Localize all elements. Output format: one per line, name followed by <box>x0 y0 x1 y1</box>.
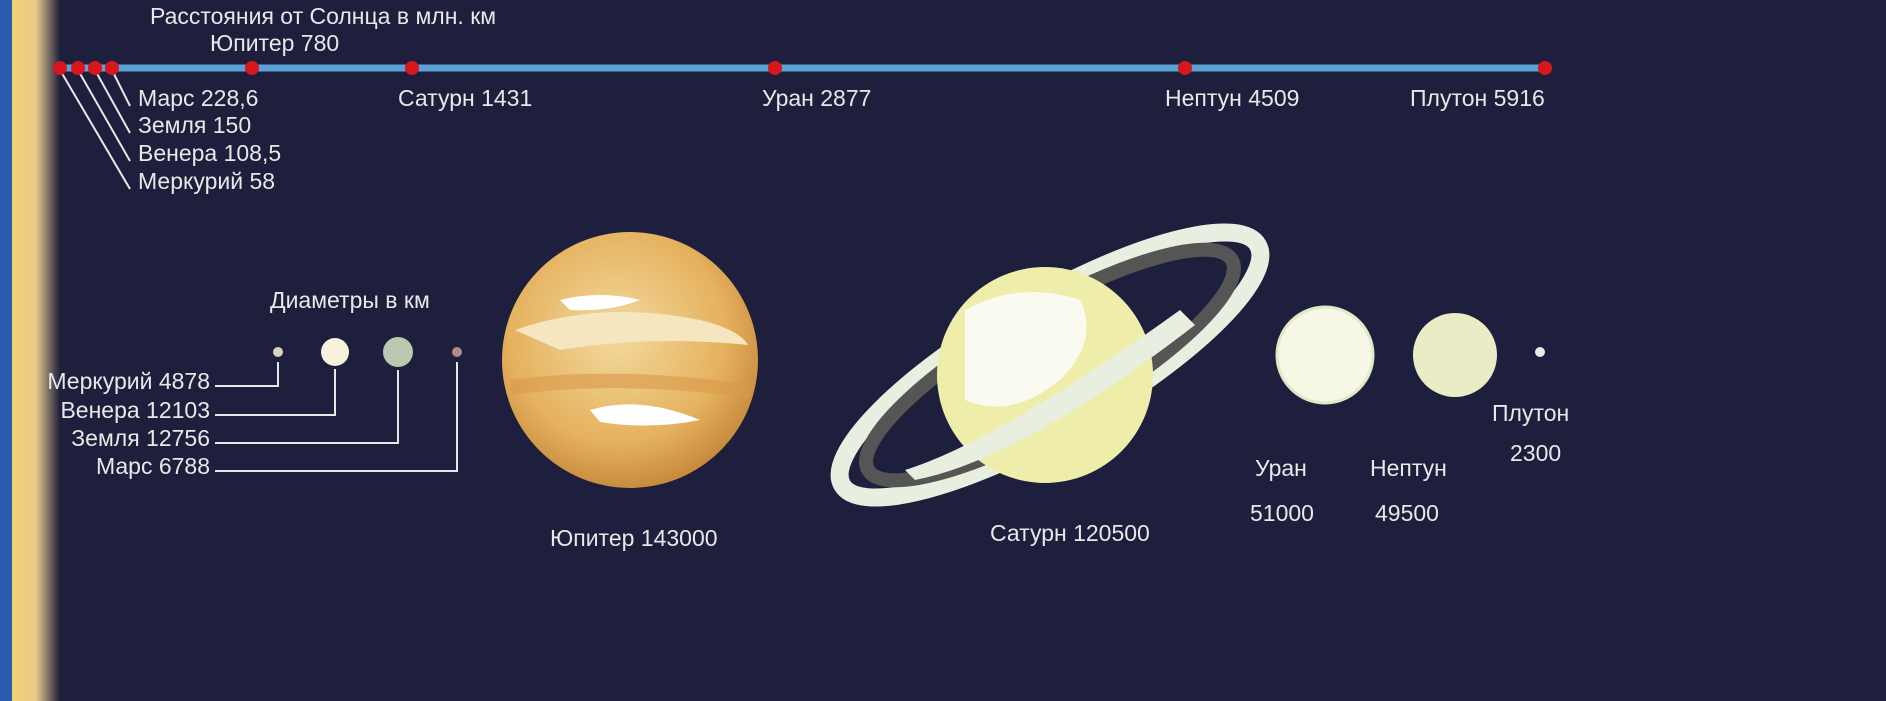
pluto-value: 2300 <box>1510 440 1561 466</box>
distance-label: Земля 150 <box>138 112 251 138</box>
diameters-title: Диаметры в км <box>270 287 430 313</box>
saturn-label: Сатурн 120500 <box>990 520 1150 546</box>
neptune-value: 49500 <box>1375 500 1439 526</box>
neptune-name: Нептун <box>1370 455 1447 481</box>
planet-marker <box>71 61 85 75</box>
uranus-value: 51000 <box>1250 500 1314 526</box>
distance-label: Уран 2877 <box>762 85 871 111</box>
pluto-name: Плутон <box>1492 400 1569 426</box>
mercury <box>273 347 283 357</box>
distance-label: Венера 108,5 <box>138 140 281 166</box>
distances-title: Расстояния от Солнца в млн. км <box>150 3 496 29</box>
planet-marker <box>405 61 419 75</box>
planet-marker <box>1178 61 1192 75</box>
planet-marker <box>768 61 782 75</box>
distance-label: Нептун 4509 <box>1165 85 1299 111</box>
planet-marker <box>245 61 259 75</box>
distance-label: Плутон 5916 <box>1410 85 1545 111</box>
jupiter <box>502 232 758 488</box>
infographic: Расстояния от Солнца в млн. км Меркурий … <box>0 0 1886 701</box>
planet-marker <box>53 61 67 75</box>
left-border <box>0 0 12 701</box>
planet-marker <box>105 61 119 75</box>
distance-label: Сатурн 1431 <box>398 85 532 111</box>
diameter-label: Марс 6788 <box>96 453 210 479</box>
planet-marker <box>1538 61 1552 75</box>
uranus-name: Уран <box>1255 455 1307 481</box>
venus <box>321 338 349 366</box>
planet-marker <box>88 61 102 75</box>
uranus <box>1277 307 1373 403</box>
distance-label: Меркурий 58 <box>138 168 275 194</box>
diameter-label: Венера 12103 <box>60 397 210 423</box>
diameter-label: Меркурий 4878 <box>47 368 210 394</box>
neptune <box>1413 313 1497 397</box>
distance-label: Марс 228,6 <box>138 85 258 111</box>
jupiter-label: Юпитер 143000 <box>550 525 718 551</box>
distance-label: Юпитер 780 <box>210 30 339 56</box>
earth <box>383 337 413 367</box>
pluto <box>1535 347 1545 357</box>
diameter-label: Земля 12756 <box>71 425 210 451</box>
mars <box>452 347 462 357</box>
